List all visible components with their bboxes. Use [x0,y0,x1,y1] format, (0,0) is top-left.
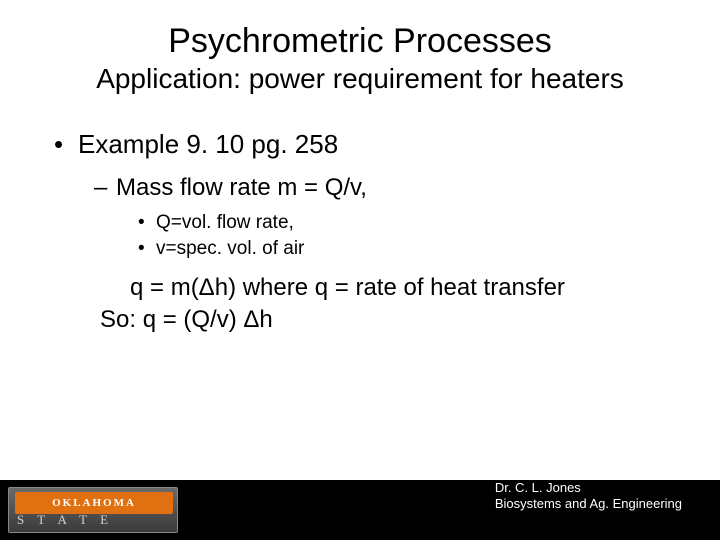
logo-top-text: OKLAHOMA [15,492,173,514]
university-logo: OKLAHOMA S T A T E [8,487,178,533]
bullet-level-1: Example 9. 10 pg. 258 [60,129,660,160]
bullet-level-3: Q=vol. flow rate, [60,212,660,234]
bullet-level-2: Mass flow rate m = Q/v, [60,174,660,202]
credit-dept: Biosystems and Ag. Engineering [495,496,682,512]
credit-name: Dr. C. L. Jones [495,480,682,496]
slide-content: Example 9. 10 pg. 258 Mass flow rate m =… [0,95,720,334]
bullet-level-3: v=spec. vol. of air [60,238,660,260]
slide-subtitle: Application: power requirement for heate… [0,61,720,95]
slide-title: Psychrometric Processes [0,0,720,61]
equation-line: So: q = (Q/v) Δh [60,306,660,334]
credit-block: Dr. C. L. Jones Biosystems and Ag. Engin… [495,480,682,513]
equation-line: q = m(Δh) where q = rate of heat transfe… [60,274,660,302]
logo-bottom-text: S T A T E [17,512,113,528]
logo-background: OKLAHOMA S T A T E [8,487,178,533]
slide: Psychrometric Processes Application: pow… [0,0,720,540]
footer-bar: OKLAHOMA S T A T E Dr. C. L. Jones Biosy… [0,480,720,540]
